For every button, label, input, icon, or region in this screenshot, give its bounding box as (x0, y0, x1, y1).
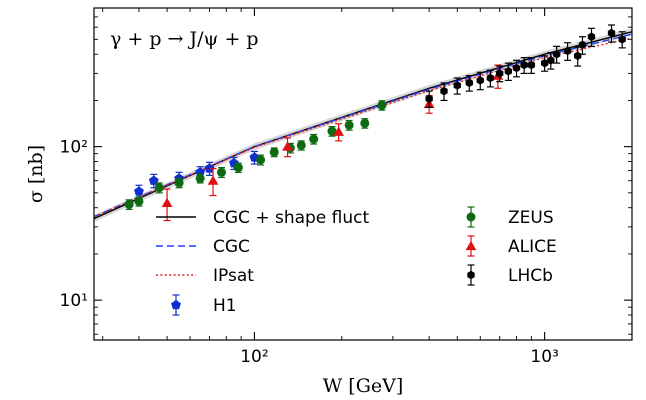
lhcb-point (552, 49, 561, 59)
lhcb-point (486, 73, 495, 83)
legend-marker (466, 212, 476, 222)
lhcb-point (574, 51, 582, 61)
legend-label: ALICE (508, 237, 557, 257)
legend-label: CGC + shape fluct (213, 208, 369, 228)
legend-marker (171, 299, 181, 310)
legend-entry-ipsat: IPsat (156, 266, 254, 286)
lhcb-point (425, 94, 433, 104)
h1-point (134, 186, 144, 196)
zeus-point (360, 118, 370, 128)
plot-area (94, 24, 632, 222)
x-tick-label: 10² (240, 347, 268, 367)
alice-point (161, 197, 173, 207)
lhcb-point (453, 81, 461, 90)
lhcb-point (496, 69, 504, 78)
data-points (124, 24, 626, 222)
zeus-point (296, 140, 306, 150)
zeus-point (256, 155, 266, 165)
zeus-point (233, 163, 243, 173)
legend: CGC + shape fluct CGC IPsat H1 ZEUS ALICE LHCb (156, 206, 557, 316)
legend-marker (467, 270, 475, 280)
legend-label: ZEUS (508, 208, 554, 228)
lhcb-series (425, 24, 626, 109)
alice-point (333, 126, 344, 136)
legend-marker (465, 240, 477, 251)
lhcb-point (440, 86, 448, 96)
lhcb-point (547, 56, 555, 65)
zeus-point (154, 183, 164, 193)
lhcb-point (465, 78, 473, 88)
lhcb-point (540, 58, 549, 68)
lhcb-point (512, 63, 521, 73)
zeus-point (134, 196, 144, 206)
axis-ticks: 10² 10³ 10¹ 10² (60, 8, 632, 367)
lhcb-point (476, 76, 484, 85)
y-tick-label: 10² (60, 138, 88, 158)
zeus-point (195, 174, 205, 184)
lhcb-point (587, 32, 596, 41)
plot-frame (93, 7, 633, 341)
legend-entry-cgc: CGC (156, 237, 250, 257)
x-axis-label: W [GeV] (323, 375, 404, 397)
lhcb-point (504, 66, 513, 76)
lhcb-point (527, 60, 536, 70)
y-tick-label: 10¹ (60, 291, 88, 311)
zeus-point (344, 120, 354, 130)
alice-point (207, 175, 219, 185)
lhcb-point (607, 28, 616, 38)
legend-label: CGC (213, 237, 250, 257)
legend-entry-zeus: ZEUS (466, 206, 554, 228)
zeus-point (174, 178, 184, 188)
legend-label: H1 (213, 296, 237, 316)
alice-point (282, 141, 293, 151)
alice-series (161, 64, 504, 222)
legend-label: IPsat (213, 266, 254, 286)
y-axis-label: σ [nb] (25, 145, 47, 203)
chart-title: γ + p → J/ψ + p (110, 28, 259, 50)
zeus-point (377, 100, 387, 110)
lhcb-point (563, 46, 572, 56)
h1-point (204, 163, 215, 173)
zeus-point (216, 167, 226, 177)
legend-entry-h1: H1 (171, 294, 237, 316)
lhcb-point (618, 35, 626, 44)
zeus-point (124, 199, 134, 209)
lhcb-point (520, 60, 528, 70)
lhcb-point (578, 40, 587, 50)
legend-entry-cgc-shape-fluct: CGC + shape fluct (156, 208, 369, 228)
legend-entry-lhcb: LHCb (467, 264, 553, 286)
zeus-point (269, 147, 279, 157)
legend-entry-alice: ALICE (465, 235, 557, 257)
zeus-point (309, 134, 319, 144)
x-tick-label: 10³ (530, 347, 558, 367)
legend-label: LHCb (508, 266, 553, 286)
